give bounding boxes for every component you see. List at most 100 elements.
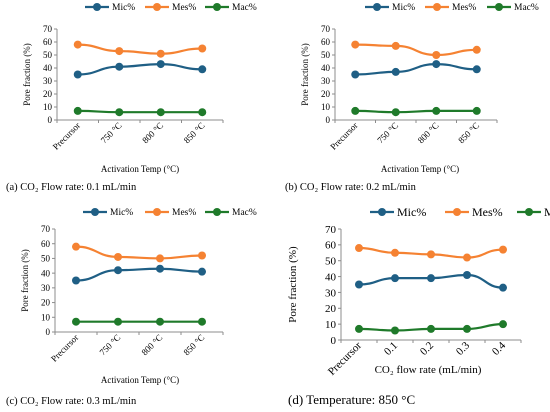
x-tick-label: 0.4	[490, 339, 509, 358]
y-tick-label: 30	[43, 76, 53, 86]
y-tick-label: 20	[43, 89, 53, 99]
data-point-mic	[391, 67, 400, 76]
legend-label: Mic%	[392, 3, 415, 13]
panel-caption: (a) CO₂ Flow rate: 0.1 mL/min	[6, 182, 137, 193]
data-point-mes	[198, 44, 207, 53]
data-point-mac	[156, 108, 165, 117]
legend-swatch-marker	[453, 208, 461, 216]
y-tick-label: 0	[48, 115, 53, 125]
y-tick-label: 50	[321, 50, 331, 60]
chart-panel-3: 0 10 20 30 40 50 60 70 Precursor 750 °C 800 °C 850 …	[6, 208, 257, 407]
data-point-mic	[472, 65, 481, 74]
y-tick-label: 40	[325, 271, 337, 283]
x-tick-label: 0.2	[418, 340, 436, 358]
chart-panel-2: 0 10 20 30 40 50 60 70 Precursor 750 °C 800 °C 850 …	[285, 3, 539, 193]
legend-label: Mac%	[544, 205, 550, 219]
legend-label: Mes%	[172, 3, 196, 13]
y-tick-label: 50	[41, 254, 51, 264]
y-tick-label: 10	[321, 102, 331, 112]
data-point-mic	[72, 276, 80, 285]
data-point-mac	[72, 317, 80, 326]
legend-label: Mac%	[232, 208, 257, 218]
legend-swatch-marker	[495, 3, 503, 11]
data-point-mic	[432, 60, 441, 69]
x-axis-title: Activation Temp (°C)	[381, 164, 459, 174]
legend-label: Mac%	[514, 3, 539, 13]
data-point-mic	[427, 274, 435, 283]
data-point-mes	[198, 251, 206, 260]
series-line-mac	[355, 109, 477, 114]
data-point-mes	[472, 45, 481, 54]
y-tick-label: 60	[41, 239, 51, 249]
panel-caption: (c) CO₂ Flow rate: 0.3 mL/min	[6, 396, 137, 407]
y-tick-label: 10	[41, 312, 51, 322]
y-tick-label: 60	[321, 37, 331, 47]
data-point-mes	[72, 242, 80, 251]
data-point-mes	[463, 253, 471, 262]
y-tick-label: 70	[325, 224, 337, 236]
y-tick-label: 50	[43, 50, 53, 60]
series-line-mic	[75, 267, 203, 282]
x-tick-label: 750 °C	[375, 120, 400, 145]
data-point-mac	[115, 108, 124, 117]
data-point-mac	[355, 324, 363, 333]
data-point-mic	[499, 283, 507, 292]
data-point-mes	[499, 245, 507, 254]
data-point-mac	[499, 320, 507, 329]
legend-label: Mic%	[397, 205, 426, 219]
x-tick-label: 750 °C	[99, 120, 124, 145]
data-point-mes	[114, 252, 122, 261]
data-point-mes	[115, 47, 124, 56]
data-point-mes	[427, 250, 435, 259]
series-line-mes	[77, 43, 203, 55]
x-tick-label: Precursor	[49, 332, 80, 363]
data-point-mac	[427, 324, 435, 333]
data-point-mac	[198, 317, 206, 326]
data-point-mes	[391, 41, 400, 50]
y-tick-label: 10	[43, 102, 53, 112]
data-point-mes	[156, 254, 164, 263]
x-tick-label: 850 °C	[456, 120, 481, 145]
data-point-mes	[391, 248, 399, 257]
x-tick-label: Precursor	[328, 120, 359, 151]
legend-swatch-marker	[213, 208, 221, 216]
data-point-mic	[198, 267, 206, 276]
x-tick-label: 850 °C	[181, 332, 206, 357]
data-point-mes	[73, 40, 82, 49]
x-tick-label: 0.1	[382, 340, 400, 358]
data-point-mic	[198, 65, 207, 74]
y-tick-label: 60	[325, 240, 337, 252]
data-point-mac	[114, 317, 122, 326]
y-tick-label: 50	[325, 256, 337, 268]
x-tick-label: 800 °C	[416, 120, 441, 145]
legend-swatch-marker	[153, 3, 161, 11]
data-point-mic	[351, 70, 360, 79]
y-axis-title: Pore fraction (%)	[22, 43, 32, 105]
x-axis-title: CO₂ flow rate (mL/min)	[375, 364, 482, 376]
legend-label: Mes%	[172, 208, 196, 218]
panel-caption: (d) Temperature: 850 °C	[288, 392, 415, 407]
panel-caption: (b) CO₂ Flow rate: 0.2 mL/min	[285, 182, 417, 193]
data-point-mac	[73, 106, 82, 115]
legend-label: Mes%	[452, 3, 476, 13]
y-tick-label: 30	[321, 76, 331, 86]
y-tick-label: 0	[326, 115, 331, 125]
data-point-mes	[351, 40, 360, 49]
x-tick-label: 800 °C	[139, 332, 164, 357]
y-tick-label: 20	[325, 303, 337, 315]
data-point-mic	[156, 60, 165, 69]
data-point-mac	[472, 106, 481, 115]
legend-swatch-marker	[373, 3, 381, 11]
legend-swatch-marker	[153, 208, 161, 216]
chart-panel-1: 0 10 20 30 40 50 60 70 Precursor 750 °C 800 °C 850 …	[6, 3, 257, 193]
x-tick-label: 750 °C	[97, 332, 122, 357]
data-point-mes	[432, 51, 441, 59]
y-tick-label: 0	[46, 327, 51, 337]
data-point-mac	[463, 324, 471, 333]
legend-swatch-marker	[525, 208, 533, 216]
y-tick-label: 70	[321, 24, 331, 34]
data-point-mac	[391, 326, 399, 335]
series-line-mes	[75, 245, 203, 260]
data-point-mes	[156, 49, 165, 58]
